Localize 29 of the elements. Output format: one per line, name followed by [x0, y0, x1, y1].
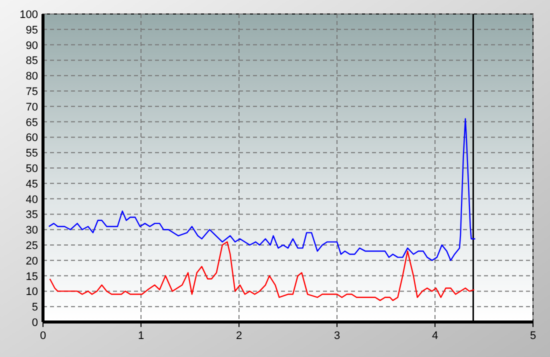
line-series: [49, 241, 475, 302]
y-tick-label: 10: [26, 286, 38, 298]
y-tick-label: 90: [26, 40, 38, 52]
x-tick-label: 1: [138, 330, 144, 342]
y-tick-label: 25: [26, 240, 38, 252]
y-tick-label: 85: [26, 55, 38, 68]
x-tick-label: 4: [432, 330, 438, 342]
x-tick-label: 0: [40, 330, 46, 342]
y-tick-label: 15: [26, 270, 38, 283]
x-tick-label: 5: [530, 330, 536, 342]
y-tick-label: 50: [26, 163, 38, 175]
x-tick-label: 2: [236, 330, 242, 342]
y-tick-label: 70: [26, 101, 38, 114]
x-tick-label: 3: [334, 330, 340, 342]
line-series: [48, 118, 476, 261]
y-tick-label: 65: [26, 116, 38, 129]
y-tick-label: 45: [26, 178, 38, 190]
y-tick-label: 30: [26, 224, 38, 237]
y-tick-label: 0: [32, 317, 38, 329]
y-tick-label: 20: [26, 255, 38, 268]
y-tick-label: 35: [26, 209, 38, 222]
y-tick-label: 100: [20, 9, 38, 21]
y-tick-label: 60: [26, 132, 38, 144]
y-tick-label: 75: [26, 86, 38, 98]
y-tick-label: 5: [32, 302, 38, 314]
y-tick-label: 40: [26, 194, 38, 206]
y-tick-label: 55: [26, 148, 38, 160]
y-tick-label: 95: [26, 24, 38, 36]
y-tick-label: 80: [26, 70, 38, 83]
